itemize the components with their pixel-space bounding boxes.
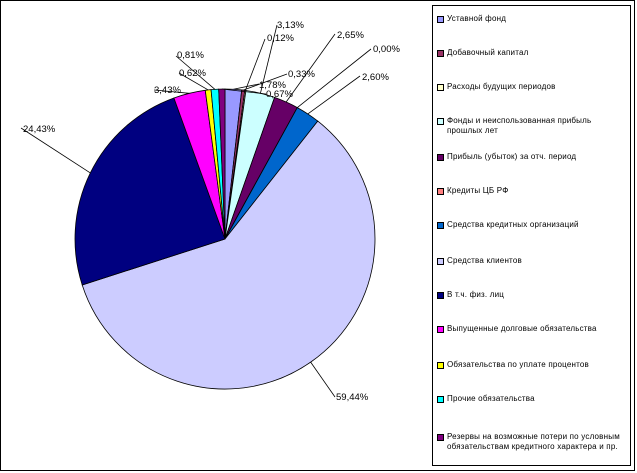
pie-slice-8 (81, 120, 376, 390)
legend-swatch (437, 154, 444, 161)
data-label-3: 0,12% (267, 33, 294, 44)
data-label-12: 0,81% (177, 50, 204, 61)
legend-item-4: Фонды и неиспользованная прибыль прошлых… (437, 116, 629, 136)
data-label-10: 3,43% (154, 85, 181, 96)
legend-swatch (437, 434, 444, 441)
leader-line-11 (178, 72, 209, 91)
legend-label: Прибыль (убыток) за отч. период (447, 152, 577, 161)
legend-swatch (437, 222, 444, 229)
legend: Уставной фонд Добавочный капитал Расходы б… (432, 5, 631, 466)
legend-label: Уставной фонд (447, 14, 507, 23)
legend-label: В т.ч. физ. лиц (447, 290, 505, 299)
leader-line-6 (297, 48, 372, 108)
legend-item-1: Уставной фонд (437, 14, 629, 24)
legend-label: Расходы будущих периодов (447, 82, 556, 91)
leader-line-10 (153, 89, 190, 94)
leader-line-13 (221, 88, 267, 95)
legend-item-8: Средства клиентов (437, 256, 629, 266)
leader-line-3 (245, 38, 266, 91)
legend-swatch (437, 84, 444, 91)
legend-label: Кредиты ЦБ РФ (447, 186, 509, 195)
legend-item-10: Выпущенные долговые обязательства (437, 324, 629, 334)
data-label-9: 24,43% (23, 124, 56, 135)
legend-swatch (437, 326, 444, 333)
pie-chart: 1,78%0,33% 0,12% 3,13% 2,65% 0,00% 2,60% 59,44… (20, 20, 400, 403)
leader-line-1 (233, 83, 260, 90)
data-label-2: 0,33% (288, 69, 315, 80)
legend-item-11: Обязательства по уплате процентов (437, 360, 629, 370)
leader-line-9 (20, 127, 91, 174)
leader-line-4 (260, 24, 278, 94)
legend-item-2: Добавочный капитал (437, 48, 629, 58)
legend-item-3: Расходы будущих периодов (437, 82, 629, 92)
legend-swatch (437, 50, 444, 57)
leader-line-8 (310, 361, 336, 398)
leader-line-12 (175, 55, 216, 90)
legend-swatch (437, 118, 444, 125)
legend-item-13: Резервы на возможные потери по условным … (437, 432, 629, 452)
legend-label: Добавочный капитал (447, 48, 529, 57)
legend-label: Резервы на возможные потери по условным … (447, 432, 620, 451)
leader-line-7 (307, 75, 361, 115)
leader-line-5 (285, 33, 336, 103)
data-label-7: 2,60% (362, 72, 389, 83)
data-label-13: 0,67% (266, 89, 293, 100)
legend-item-6: Кредиты ЦБ РФ (437, 186, 629, 196)
data-label-11: 0,62% (179, 68, 206, 79)
legend-label: Выпущенные долговые обязательства (447, 324, 597, 333)
legend-item-9: В т.ч. физ. лиц (437, 290, 629, 300)
data-label-8: 59,44% (336, 392, 369, 403)
legend-swatch (437, 396, 444, 403)
data-label-4: 3,13% (277, 20, 304, 31)
legend-swatch (437, 362, 444, 369)
legend-swatch (437, 16, 444, 23)
pie-slice-9 (74, 97, 226, 286)
data-label-5: 2,65% (337, 30, 364, 41)
data-label-6: 0,00% (373, 44, 400, 55)
leader-line-2 (243, 73, 288, 91)
legend-label: Средства клиентов (447, 256, 522, 265)
legend-label: Средства кредитных организаций (447, 220, 579, 229)
data-label-1: 1,78% (259, 80, 286, 91)
legend-swatch (437, 258, 444, 265)
legend-item-12: Прочие обязательства (437, 394, 629, 404)
legend-label: Прочие обязательства (447, 394, 535, 403)
legend-swatch (437, 292, 444, 299)
legend-label: Фонды и неиспользованная прибыль прошлых… (447, 116, 592, 135)
legend-item-7: Средства кредитных организаций (437, 220, 629, 230)
legend-item-5: Прибыль (убыток) за отч. период (437, 152, 629, 162)
legend-swatch (437, 188, 444, 195)
legend-label: Обязательства по уплате процентов (447, 360, 589, 369)
